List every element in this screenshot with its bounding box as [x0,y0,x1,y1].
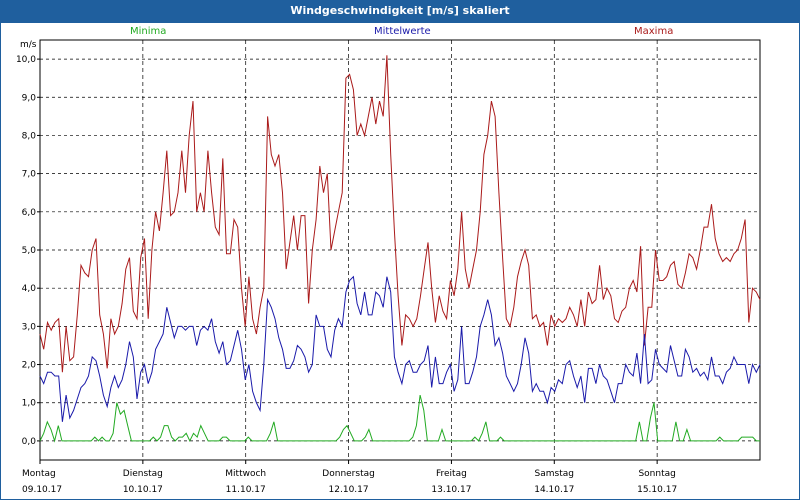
day-date-label: 11.10.17 [226,485,266,495]
day-date-label: 15.10.17 [637,485,677,495]
y-tick-label: 8,0 [22,131,37,141]
y-tick-label: 2,0 [22,361,37,371]
y-axis-unit: m/s [20,40,37,50]
y-tick-label: 9,0 [22,93,37,103]
chart-frame [0,22,800,500]
y-tick-label: 6,0 [22,208,37,218]
day-name-label: Samstag [535,469,574,479]
day-date-label: 12.10.17 [329,485,369,495]
day-date-label: 09.10.17 [22,485,62,495]
day-name-label: Mittwoch [225,469,266,479]
legend-minima: Minima [130,26,167,37]
series-minima-line [39,394,760,443]
y-tick-label: 0,0 [22,437,37,447]
day-name-label: Donnerstag [322,469,375,479]
day-name-label: Sonntag [638,469,675,479]
day-name-label: Dienstag [123,469,163,479]
day-date-label: 14.10.17 [534,485,574,495]
day-name-label: Freitag [436,469,467,479]
y-tick-label: 3,0 [22,322,37,332]
y-tick-label: 1,0 [22,399,37,409]
y-tick-label: 4,0 [22,284,37,294]
window-title: Windgeschwindigkeit [m/s] skaliert [0,0,800,22]
y-tick-label: 5,0 [22,246,37,256]
legend-maxima: Maxima [634,26,674,37]
y-tick-label: 7,0 [22,170,37,180]
day-date-label: 10.10.17 [123,485,163,495]
day-date-label: 13.10.17 [431,485,471,495]
y-tick-label: 10,0 [16,55,36,65]
series-maxima-line [39,55,761,373]
series-mittelwerte-line [39,275,761,422]
day-name-label: Montag [22,469,56,479]
legend-mittelwerte: Mittelwerte [374,26,431,37]
